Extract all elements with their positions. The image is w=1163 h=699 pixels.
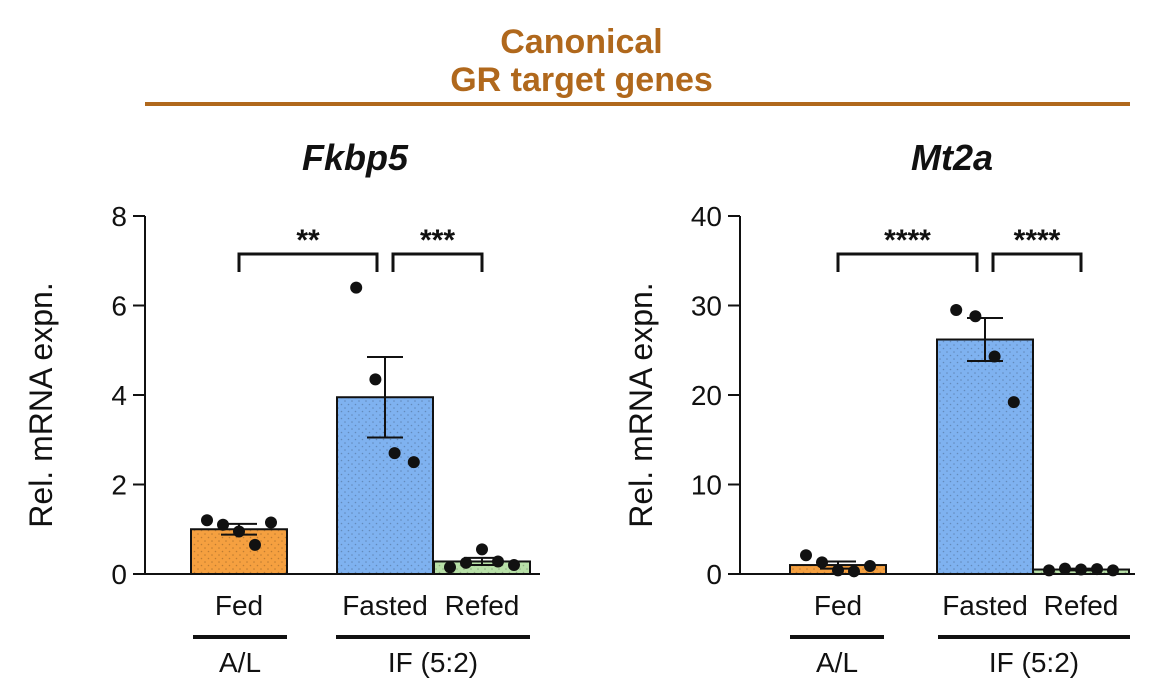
data-point — [1007, 396, 1020, 409]
x-tick-label: Refed — [445, 590, 520, 621]
y-tick-label: 0 — [111, 559, 127, 590]
data-point — [369, 373, 382, 386]
data-point — [969, 310, 982, 323]
data-point — [848, 565, 860, 578]
data-point — [508, 559, 520, 572]
data-point — [265, 516, 277, 529]
y-tick-label: 6 — [111, 291, 127, 322]
y-tick-label: 2 — [111, 470, 127, 501]
group-label: IF (5:2) — [989, 647, 1079, 678]
data-point — [217, 518, 229, 531]
data-point — [460, 556, 472, 569]
y-tick-label: 0 — [706, 559, 722, 590]
significance-bracket — [237, 252, 379, 272]
data-point — [492, 555, 504, 568]
data-point — [388, 447, 401, 460]
y-tick-label: 4 — [111, 380, 127, 411]
bar-fasted — [936, 338, 1034, 576]
header-title-line2: GR target genes — [450, 61, 713, 99]
group-label: IF (5:2) — [388, 647, 478, 678]
data-point — [950, 303, 963, 316]
data-point — [988, 350, 1001, 363]
x-tick-label: Fed — [814, 590, 862, 621]
y-axis-label: Rel. mRNA expn. — [623, 282, 659, 527]
y-tick-label: 30 — [691, 291, 722, 322]
y-axis-label: Rel. mRNA expn. — [23, 282, 59, 527]
data-point — [816, 556, 828, 569]
data-point — [350, 281, 363, 294]
data-point — [476, 543, 488, 556]
significance-label: **** — [884, 224, 931, 257]
header-divider — [145, 102, 1130, 106]
data-point — [1059, 562, 1071, 575]
data-point — [201, 514, 213, 527]
figure-header: Canonical GR target genes — [0, 0, 1163, 120]
x-tick-label: Refed — [1044, 590, 1119, 621]
y-tick-label: 10 — [691, 470, 722, 501]
y-tick-label: 20 — [691, 380, 722, 411]
significance-label: **** — [1014, 224, 1061, 257]
chart-fkbp5: Fkbp5 Rel. mRNA expn. 0 2 4 6 8 Fed Fasted Refed A… — [23, 137, 540, 678]
chart-title: Fkbp5 — [302, 137, 409, 178]
data-point — [407, 456, 420, 469]
chart-mt2a: Mt2a Rel. mRNA expn. 0 10 20 30 40 Fed Fasted Ref… — [623, 137, 1135, 678]
y-tick-label: 40 — [691, 201, 722, 232]
y-tick-label: 8 — [111, 201, 127, 232]
data-point — [444, 561, 456, 574]
data-point — [1091, 563, 1103, 576]
significance-bracket — [991, 252, 1083, 272]
data-point — [1075, 563, 1087, 576]
x-tick-label: Fasted — [942, 590, 1028, 621]
x-tick-label: Fasted — [342, 590, 428, 621]
significance-bracket — [391, 252, 484, 272]
data-point — [800, 549, 812, 562]
x-tick-label: Fed — [215, 590, 263, 621]
header-title-line1: Canonical — [500, 23, 663, 61]
chart-title: Mt2a — [911, 137, 993, 178]
significance-label: ** — [296, 224, 320, 257]
group-label: A/L — [816, 647, 858, 678]
data-point — [233, 525, 245, 538]
data-point — [249, 538, 261, 551]
data-point — [864, 559, 876, 572]
significance-bracket — [836, 252, 979, 272]
significance-label: *** — [420, 224, 455, 257]
group-label: A/L — [219, 647, 261, 678]
